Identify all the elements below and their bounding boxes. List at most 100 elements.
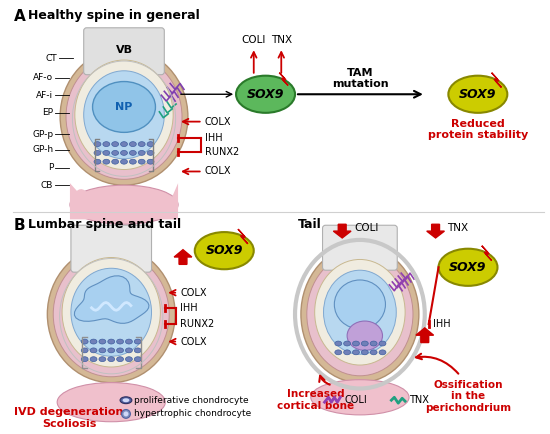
Text: EP: EP: [42, 108, 53, 117]
Ellipse shape: [134, 339, 141, 344]
Text: GP-h: GP-h: [32, 145, 53, 155]
Text: Increased
cortical bone: Increased cortical bone: [277, 389, 354, 411]
Ellipse shape: [47, 246, 175, 383]
Text: AF-i: AF-i: [36, 91, 53, 100]
Text: GP-p: GP-p: [32, 130, 53, 139]
Ellipse shape: [361, 341, 369, 346]
Text: NP: NP: [116, 102, 133, 112]
Ellipse shape: [301, 246, 419, 383]
Ellipse shape: [92, 82, 156, 132]
Ellipse shape: [103, 141, 110, 147]
FancyBboxPatch shape: [71, 225, 152, 272]
Ellipse shape: [195, 232, 254, 269]
Ellipse shape: [335, 350, 342, 355]
Ellipse shape: [99, 348, 106, 353]
Ellipse shape: [117, 348, 124, 353]
Ellipse shape: [108, 339, 114, 344]
FancyBboxPatch shape: [84, 28, 164, 75]
Text: COLX: COLX: [205, 167, 231, 177]
Ellipse shape: [81, 348, 88, 353]
Ellipse shape: [353, 341, 359, 346]
Text: Reduced
protein stability: Reduced protein stability: [428, 118, 528, 140]
Ellipse shape: [70, 185, 178, 224]
Ellipse shape: [370, 350, 377, 355]
Text: COLI: COLI: [344, 395, 367, 405]
Ellipse shape: [129, 151, 136, 155]
Ellipse shape: [120, 151, 128, 155]
Ellipse shape: [138, 141, 145, 147]
Text: AF-o: AF-o: [33, 73, 53, 82]
Text: IVD degeneration
Scoliosis: IVD degeneration Scoliosis: [14, 407, 124, 429]
Ellipse shape: [448, 76, 507, 113]
Polygon shape: [482, 246, 492, 260]
Ellipse shape: [99, 339, 106, 344]
Ellipse shape: [108, 357, 114, 362]
Ellipse shape: [138, 151, 145, 155]
Text: TNX: TNX: [447, 223, 469, 233]
Text: COLX: COLX: [205, 117, 231, 127]
Ellipse shape: [94, 159, 101, 164]
Text: COLX: COLX: [180, 337, 207, 347]
Ellipse shape: [90, 339, 97, 344]
Text: SOX9: SOX9: [459, 88, 497, 101]
Text: Healthy spine in general: Healthy spine in general: [28, 9, 200, 22]
Polygon shape: [70, 183, 178, 219]
Text: P: P: [48, 163, 53, 172]
Ellipse shape: [370, 341, 377, 346]
Polygon shape: [333, 224, 351, 238]
Text: TAM
mutation: TAM mutation: [332, 68, 389, 89]
Ellipse shape: [90, 357, 97, 362]
Ellipse shape: [335, 341, 342, 346]
Ellipse shape: [438, 249, 498, 286]
Text: Ossification
in the
perichondrium: Ossification in the perichondrium: [425, 380, 511, 413]
Ellipse shape: [311, 380, 409, 415]
Text: TNX: TNX: [409, 395, 429, 405]
Ellipse shape: [117, 357, 124, 362]
Ellipse shape: [94, 141, 101, 147]
Ellipse shape: [103, 151, 110, 155]
Ellipse shape: [334, 280, 386, 329]
Text: proliferative chondrocyte: proliferative chondrocyte: [134, 396, 249, 405]
Text: CT: CT: [46, 53, 57, 62]
Ellipse shape: [112, 141, 119, 147]
Ellipse shape: [57, 383, 166, 422]
Text: SOX9: SOX9: [449, 261, 487, 274]
Ellipse shape: [125, 357, 133, 362]
Ellipse shape: [129, 159, 136, 164]
Ellipse shape: [90, 348, 97, 353]
Ellipse shape: [315, 260, 405, 365]
Ellipse shape: [75, 60, 173, 170]
Ellipse shape: [103, 159, 110, 164]
Text: VB: VB: [116, 45, 133, 55]
Text: IHH: IHH: [205, 133, 222, 143]
Ellipse shape: [84, 71, 164, 159]
Ellipse shape: [120, 397, 132, 404]
Polygon shape: [74, 276, 149, 323]
Ellipse shape: [122, 410, 130, 418]
Ellipse shape: [236, 76, 295, 113]
Text: TNX: TNX: [271, 36, 292, 46]
Text: RUNX2: RUNX2: [205, 147, 239, 157]
Text: A: A: [14, 9, 26, 24]
Text: COLI: COLI: [241, 36, 266, 46]
Ellipse shape: [138, 159, 145, 164]
Ellipse shape: [353, 350, 359, 355]
Polygon shape: [279, 73, 288, 85]
Ellipse shape: [117, 339, 124, 344]
Text: COLX: COLX: [180, 288, 207, 298]
Ellipse shape: [379, 341, 386, 346]
Ellipse shape: [344, 341, 350, 346]
Ellipse shape: [108, 348, 114, 353]
Text: RUNX2: RUNX2: [180, 319, 214, 329]
Ellipse shape: [147, 141, 154, 147]
Ellipse shape: [379, 350, 386, 355]
Ellipse shape: [124, 411, 129, 416]
Ellipse shape: [62, 257, 161, 367]
Ellipse shape: [66, 54, 182, 179]
Ellipse shape: [120, 141, 128, 147]
Ellipse shape: [112, 151, 119, 155]
Text: SOX9: SOX9: [206, 244, 243, 257]
Ellipse shape: [94, 151, 101, 155]
Ellipse shape: [71, 268, 152, 356]
Ellipse shape: [60, 48, 188, 185]
